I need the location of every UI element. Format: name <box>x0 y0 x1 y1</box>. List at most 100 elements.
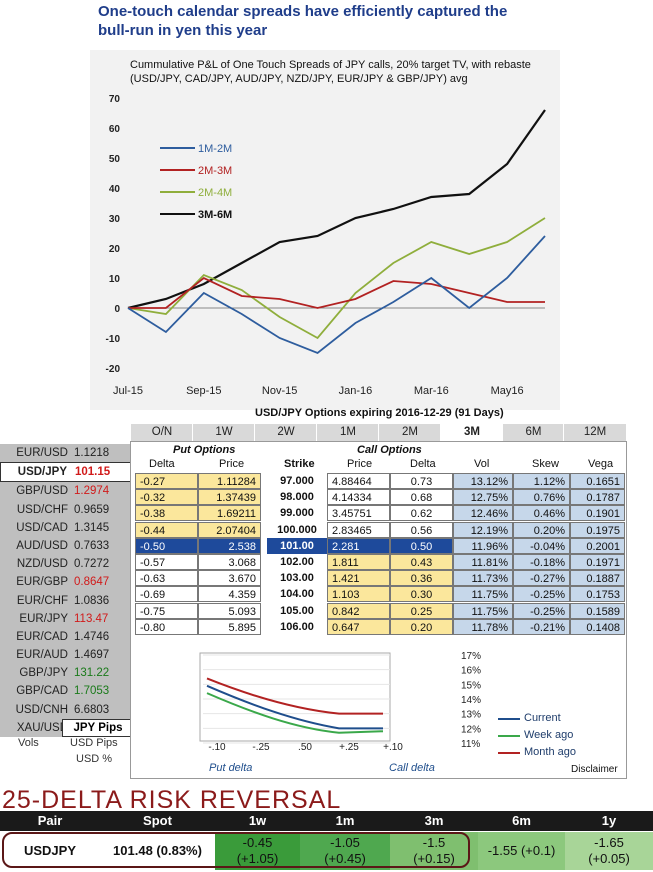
option-cell-pprice: 2.538 <box>198 537 261 554</box>
y-tick-label: 70 <box>109 94 121 105</box>
option-cell-pdelta: -0.32 <box>135 489 198 506</box>
y-tick-label: 30 <box>109 214 121 225</box>
jpy-pips-button[interactable]: JPY Pips <box>62 719 134 737</box>
option-cell-pprice: 1.69211 <box>198 505 261 522</box>
option-cell-vol: 11.75% <box>453 586 513 603</box>
fx-row-eur-usd[interactable]: EUR/USD 1.1218 <box>0 444 132 463</box>
tab-6m[interactable]: 6M <box>502 424 564 441</box>
tab-3m[interactable]: 3M <box>440 424 503 441</box>
pnl-chart: -20 -10 0 10 20 30 40 50 60 70 Jul-15 Sep-15 Nov-15 J… <box>90 50 560 410</box>
fx-row-usd-jpy[interactable]: USD/JPY 101.15 <box>0 462 132 483</box>
option-cell-vega: 0.1589 <box>570 602 625 619</box>
rr-header-spot: Spot <box>143 813 172 828</box>
disclaimer-link[interactable]: Disclaimer <box>571 764 618 775</box>
vol-legend-swatch <box>498 752 520 754</box>
option-cell-skew: -0.25% <box>513 586 570 603</box>
option-cell-vega: 0.1901 <box>570 505 625 522</box>
option-cell-strike: 100.000 <box>277 523 317 536</box>
y-tick-label: -20 <box>106 364 121 375</box>
fx-pair: USD/CAD <box>16 521 68 534</box>
fx-row-eur-gbp[interactable]: EUR/GBP 0.8647 <box>0 573 132 592</box>
y-tick-label: 10 <box>109 274 121 285</box>
option-cell-strike: 97.000 <box>280 475 314 487</box>
call-options-header: Call Options <box>357 444 422 456</box>
series-line <box>128 276 545 309</box>
tenor-tabs: O/N 1W 2W 1M 2M 3M 6M 12M <box>130 424 626 441</box>
option-cell-cprice: 0.647 <box>327 618 390 635</box>
tab-2w[interactable]: 2W <box>254 424 317 441</box>
tab-1w[interactable]: 1W <box>192 424 255 441</box>
tab-2m[interactable]: 2M <box>378 424 441 441</box>
rr-cell-value: -1.5 <box>422 835 446 850</box>
option-cell-vega: 0.1787 <box>570 489 625 506</box>
fx-price: 1.2974 <box>74 485 110 498</box>
option-cell-cprice: 2.83465 <box>327 521 390 538</box>
vega-header: Vega <box>588 458 614 470</box>
fx-price: 1.7053 <box>74 685 110 698</box>
option-cell-pprice: 3.068 <box>198 554 261 570</box>
fx-row-gbp-jpy[interactable]: GBP/JPY 131.22 <box>0 664 132 683</box>
fx-price: 0.7272 <box>74 558 110 571</box>
y-tick-label: 60 <box>109 124 121 135</box>
legend-label: 2M-3M <box>198 165 232 177</box>
fx-price: 1.3145 <box>74 521 110 534</box>
fx-row-usd-chf[interactable]: USD/CHF 0.9659 <box>0 500 132 519</box>
y-tick-label: 20 <box>109 244 121 255</box>
legend-label: 2M-4M <box>198 187 232 199</box>
vols-label[interactable]: Vols <box>18 737 39 749</box>
rr-cell: -1.65 (+0.05) <box>565 832 653 870</box>
rr-header-1y: 1y <box>601 813 617 828</box>
fx-pair: EUR/USD <box>16 447 68 459</box>
fx-row-usd-cnh[interactable]: USD/CNH 6.6803 <box>0 700 132 719</box>
vol-y-tick: 14% <box>461 695 481 706</box>
fx-row-aud-usd[interactable]: AUD/USD 0.7633 <box>0 536 132 556</box>
option-cell-strike: 104.00 <box>280 588 314 601</box>
fx-row-gbp-usd[interactable]: GBP/USD 1.2974 <box>0 482 132 501</box>
option-cell-skew: 1.12% <box>513 473 570 489</box>
fx-row-nzd-usd[interactable]: NZD/USD 0.7272 <box>0 555 132 574</box>
option-cell-vol: 12.46% <box>453 505 513 522</box>
tab-12m[interactable]: 12M <box>563 424 626 441</box>
call-delta-label: Call delta <box>389 762 435 774</box>
option-cell-pdelta: -0.63 <box>135 570 198 587</box>
fx-price: 101.15 <box>75 466 111 479</box>
option-cell-pdelta: -0.38 <box>135 505 198 522</box>
x-tick-label: Jan-16 <box>339 385 373 397</box>
x-tick-label: Jul-15 <box>113 385 143 397</box>
tab-1m[interactable]: 1M <box>316 424 379 441</box>
rr-header-3m: 3m <box>424 813 444 828</box>
option-cell-pprice: 5.895 <box>198 618 261 635</box>
option-cell-vol: 12.19% <box>453 521 513 538</box>
vol-x-tick: +.25 <box>339 742 359 751</box>
option-cell-skew: 0.46% <box>513 505 570 522</box>
fx-row-eur-cad[interactable]: EUR/CAD 1.4746 <box>0 627 132 647</box>
tab-on[interactable]: O/N <box>130 424 193 441</box>
y-tick-label: 40 <box>109 184 121 195</box>
option-cell-vol: 11.96% <box>453 537 513 554</box>
vol-y-tick: 16% <box>461 666 481 677</box>
option-cell-cprice: 1.421 <box>327 570 390 587</box>
option-cell-skew: 0.76% <box>513 489 570 506</box>
option-cell-pdelta: -0.57 <box>135 554 198 570</box>
fx-row-usd-cad[interactable]: USD/CAD 1.3145 <box>0 518 132 537</box>
fx-row-gbp-cad[interactable]: GBP/CAD 1.7053 <box>0 682 132 701</box>
option-cell-vol: 13.12% <box>453 473 513 489</box>
put-delta-header: Delta <box>149 458 175 470</box>
vol-x-tick: -.10 <box>208 742 226 751</box>
fx-pair: USD/CNH <box>15 703 68 716</box>
usd-pct-label[interactable]: USD % <box>76 753 113 765</box>
fx-row-eur-aud[interactable]: EUR/AUD 1.4697 <box>0 646 132 665</box>
fx-pair: GBP/CAD <box>16 685 68 698</box>
rr-cell-change: (+0.15) <box>413 851 455 866</box>
option-cell-skew: -0.25% <box>513 602 570 619</box>
fx-row-eur-chf[interactable]: EUR/CHF 1.0836 <box>0 591 132 610</box>
option-cell-pdelta: -0.50 <box>135 537 198 554</box>
usd-pips-label[interactable]: USD Pips <box>70 737 118 749</box>
fx-price: 113.47 <box>74 612 109 625</box>
y-tick-label: 0 <box>114 304 120 315</box>
fx-row-eur-jpy[interactable]: EUR/JPY 113.47 <box>0 609 132 628</box>
rr-header-pair: Pair <box>37 813 63 828</box>
fx-pair: EUR/GBP <box>16 576 68 589</box>
vol-legend-swatch <box>498 735 520 737</box>
option-cell-cprice: 4.88464 <box>327 473 390 489</box>
